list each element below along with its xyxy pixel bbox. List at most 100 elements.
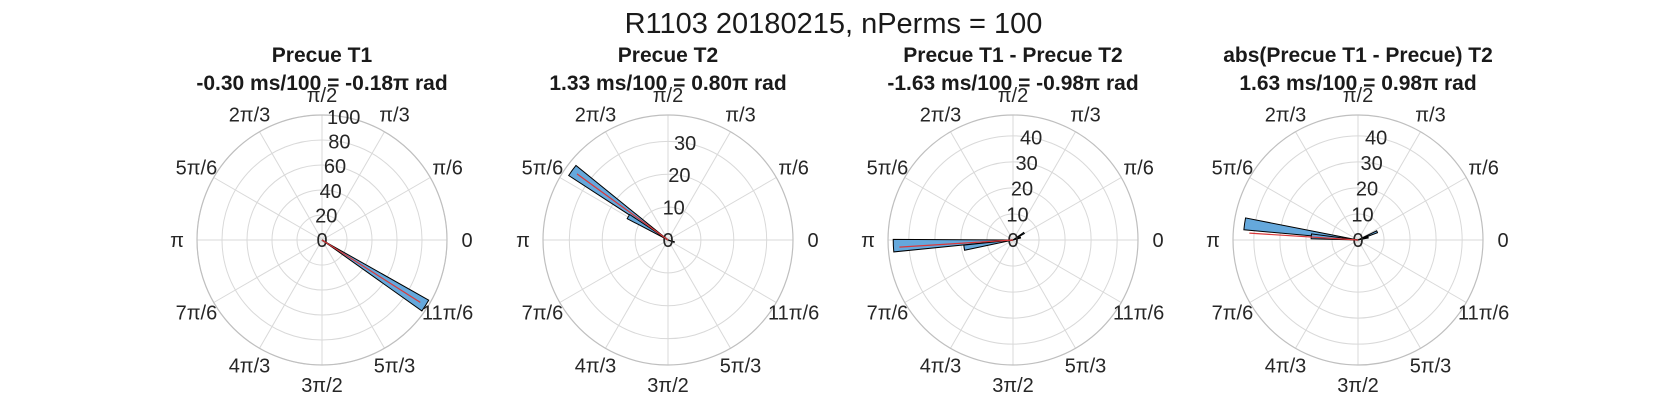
panel-subtitle: 1.33 ms/100 = 0.80π rad [549,72,787,95]
radial-grid-line [259,131,323,241]
histogram-bar [321,239,430,312]
angle-tick-label: 4π/3 [920,356,962,378]
radial-grid-line [605,131,669,241]
angle-tick-label: π/3 [725,104,755,126]
radial-grid-ring [1331,213,1385,267]
mean-direction-line [1249,232,1359,241]
radial-tick-label: 10 [1351,204,1373,226]
angle-tick-label: 2π/3 [575,104,617,126]
angle-tick-label: 5π/6 [867,158,909,180]
angle-tick-label: 11π/6 [1458,303,1509,325]
mean-direction-line [321,239,421,303]
angle-tick-label: π/6 [1468,158,1498,180]
radial-grid-line [1357,239,1467,303]
angle-tick-label: 4π/3 [575,356,617,378]
histogram-bar [1357,230,1379,241]
radial-tick-label: 40 [320,181,342,203]
radial-tick-label: 20 [315,205,337,227]
angle-tick-label: 0 [1152,230,1163,252]
radial-tick-label: 80 [328,132,350,154]
radial-tick-label: 20 [1356,179,1378,201]
panel-subtitle: -0.30 ms/100 = -0.18π rad [196,72,448,95]
radial-tick-label: 0 [316,230,327,252]
radial-tick-label: 100 [327,107,360,129]
radial-tick-label: 60 [324,156,346,178]
radial-grid-line [1357,239,1421,349]
polar-boundary [196,114,448,366]
radial-grid-ring [601,173,735,307]
angle-tick-label: 2π/3 [229,104,271,126]
histogram-bar [1012,236,1022,241]
angle-tick-label: π/3 [379,104,409,126]
polar-plot: 0 10 20 30 40 0 π/6 π/3 π/2 2π/3 5π/6 π 7π/6 4π/3 3π/2… [861,85,1164,397]
radial-grid-ring [221,139,423,341]
radial-grid-line [1295,131,1359,241]
angle-tick-label: 0 [1497,230,1508,252]
angle-tick-label: 3π/2 [647,375,689,397]
radial-grid-line [667,239,777,303]
angle-tick-label: 2π/3 [920,104,962,126]
radial-grid-line [667,239,731,349]
radial-grid-line [321,177,431,241]
radial-tick-label: 20 [1011,179,1033,201]
angle-tick-label: 4π/3 [1265,356,1307,378]
angle-tick-label: π/3 [1415,104,1445,126]
histogram-bar [963,239,1014,251]
radial-tick-label: 0 [662,230,673,252]
radial-tick-label: 10 [663,198,685,220]
radial-grid-line [605,239,669,349]
angle-tick-label: 11π/6 [1113,303,1164,325]
radial-grid-ring [634,206,702,274]
radial-grid-ring [296,214,348,266]
radial-tick-label: 10 [1006,204,1028,226]
radial-grid-ring [1305,187,1411,293]
radial-grid-line [213,239,323,303]
radial-tick-label: 40 [1365,127,1387,149]
radial-grid-line [1012,239,1076,349]
radial-tick-label: 30 [1015,153,1037,175]
radial-tick-label: 0 [1007,230,1018,252]
radial-grid-line [559,239,669,303]
polar-panel-precue-t2: Precue T2 1.33 ms/100 = 0.80π rad 0 10 20 3… [488,0,848,417]
radial-grid-ring [1253,135,1463,345]
angle-tick-label: π [170,230,184,252]
radial-grid-line [321,131,385,241]
radial-grid-ring [1279,161,1437,319]
radial-grid-line [904,177,1014,241]
radial-grid-line [1249,239,1359,303]
panel-subtitle: -1.63 ms/100 = -0.98π rad [887,72,1139,95]
angle-tick-label: π/2 [653,85,683,107]
angle-tick-label: π/6 [432,158,462,180]
radial-tick-label: 40 [1020,127,1042,149]
angle-tick-label: 7π/6 [1212,303,1254,325]
polar-plot: 0 10 20 30 40 0 π/6 π/3 π/2 2π/3 5π/6 π 7π/6 4π/3 3π/2… [1206,85,1509,397]
panel-subtitle: 1.63 ms/100 = 0.98π rad [1239,72,1477,95]
histogram-bar [667,239,675,244]
mean-direction-line [576,173,669,241]
radial-grid-line [321,239,385,349]
angle-tick-label: π/2 [307,85,337,107]
histogram-bar [892,238,1014,253]
angle-tick-label: 0 [807,230,818,252]
angle-tick-label: 4π/3 [229,356,271,378]
radial-tick-label: 30 [1360,153,1382,175]
angle-tick-label: 5π/6 [522,158,564,180]
radial-grid-line [950,239,1014,349]
angle-tick-label: π [861,230,875,252]
radial-grid-line [213,177,323,241]
angle-tick-label: π [1206,230,1220,252]
angle-tick-label: π/2 [998,85,1028,107]
panel-title: abs(Precue T1 - Precue) T2 [1223,44,1493,67]
angle-tick-label: 5π/6 [1212,158,1254,180]
polar-boundary [887,114,1139,366]
histogram-bar [626,213,669,241]
radial-grid-line [667,177,777,241]
radial-grid-line [667,131,731,241]
panel-title: Precue T1 [271,44,373,67]
mean-direction-line [899,239,1014,248]
angle-tick-label: 3π/2 [992,375,1034,397]
angle-tick-label: 2π/3 [1265,104,1307,126]
angle-tick-label: 3π/2 [1337,375,1379,397]
polar-panel-abs-difference: abs(Precue T1 - Precue) T2 1.63 ms/100 =… [1178,0,1538,417]
